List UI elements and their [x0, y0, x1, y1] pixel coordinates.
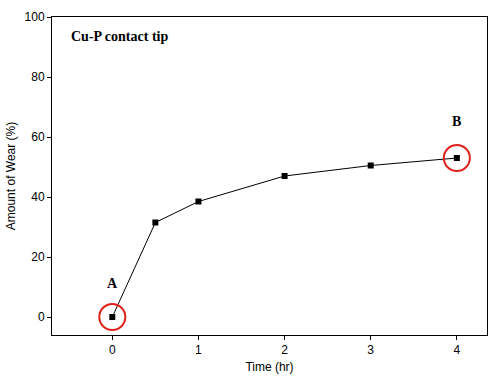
- svg-text:Time (hr): Time (hr): [245, 360, 293, 374]
- svg-text:0: 0: [109, 343, 116, 357]
- svg-text:80: 80: [31, 70, 45, 84]
- svg-text:0: 0: [38, 310, 45, 324]
- svg-text:20: 20: [31, 250, 45, 264]
- svg-text:60: 60: [31, 130, 45, 144]
- svg-text:B: B: [452, 114, 461, 129]
- svg-text:100: 100: [25, 10, 45, 24]
- svg-text:3: 3: [367, 343, 374, 357]
- svg-text:A: A: [107, 276, 118, 291]
- svg-text:40: 40: [31, 190, 45, 204]
- svg-text:1: 1: [195, 343, 202, 357]
- svg-text:Cu-P contact tip: Cu-P contact tip: [71, 29, 168, 44]
- svg-text:Amount of Wear (%): Amount of Wear (%): [4, 122, 18, 230]
- svg-text:4: 4: [454, 343, 461, 357]
- svg-text:2: 2: [281, 343, 288, 357]
